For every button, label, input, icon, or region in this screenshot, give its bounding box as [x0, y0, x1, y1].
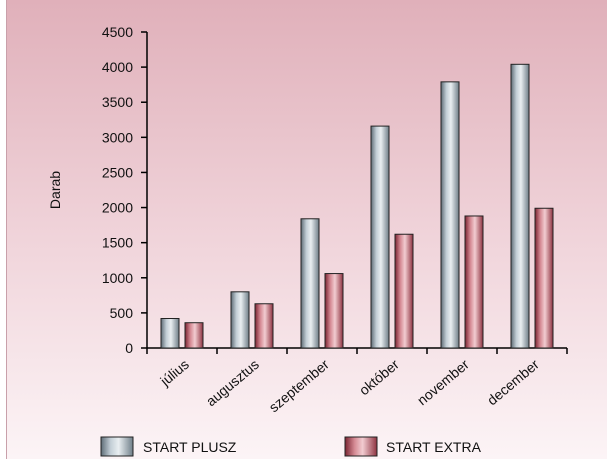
y-tick-label: 2500 [102, 164, 133, 180]
bar-start-extra [254, 303, 274, 349]
y-tick-label: 4500 [102, 24, 133, 40]
bar-start-extra [394, 233, 414, 349]
y-tick-label: 0 [125, 340, 133, 356]
chart-frame [6, 0, 607, 459]
bar-start-plusz [300, 218, 320, 349]
y-tick-label: 1500 [102, 235, 133, 251]
bar-start-plusz [510, 63, 530, 349]
bar-start-extra [324, 273, 344, 349]
bars-group [160, 63, 554, 349]
legend: START PLUSZ START EXTRA [100, 436, 482, 457]
y-tick-label: 2000 [102, 200, 133, 216]
y-tick-label: 3000 [102, 129, 133, 145]
y-tick-label: 3500 [102, 94, 133, 110]
bar-start-extra [534, 207, 554, 349]
bar-start-extra [184, 322, 204, 349]
y-axis-label: Darab [47, 171, 63, 209]
y-ticks-group: 0 500 1000 1500 2000 2500 3000 3500 4000 4500 [102, 24, 147, 356]
legend-label-start-plusz: START PLUSZ [143, 439, 237, 455]
bar-start-plusz [160, 318, 180, 349]
legend-swatch-start-plusz [100, 436, 134, 457]
legend-swatch-start-extra [344, 436, 378, 457]
y-tick-label: 500 [110, 305, 134, 321]
y-tick-label: 4000 [102, 59, 133, 75]
bar-start-extra [464, 215, 484, 349]
x-ticks-group [146, 348, 568, 354]
bar-start-plusz [230, 291, 250, 349]
y-tick-label: 1000 [102, 270, 133, 286]
legend-label-start-extra: START EXTRA [386, 439, 482, 455]
bar-start-plusz [440, 81, 460, 349]
bar-start-plusz [370, 125, 390, 349]
